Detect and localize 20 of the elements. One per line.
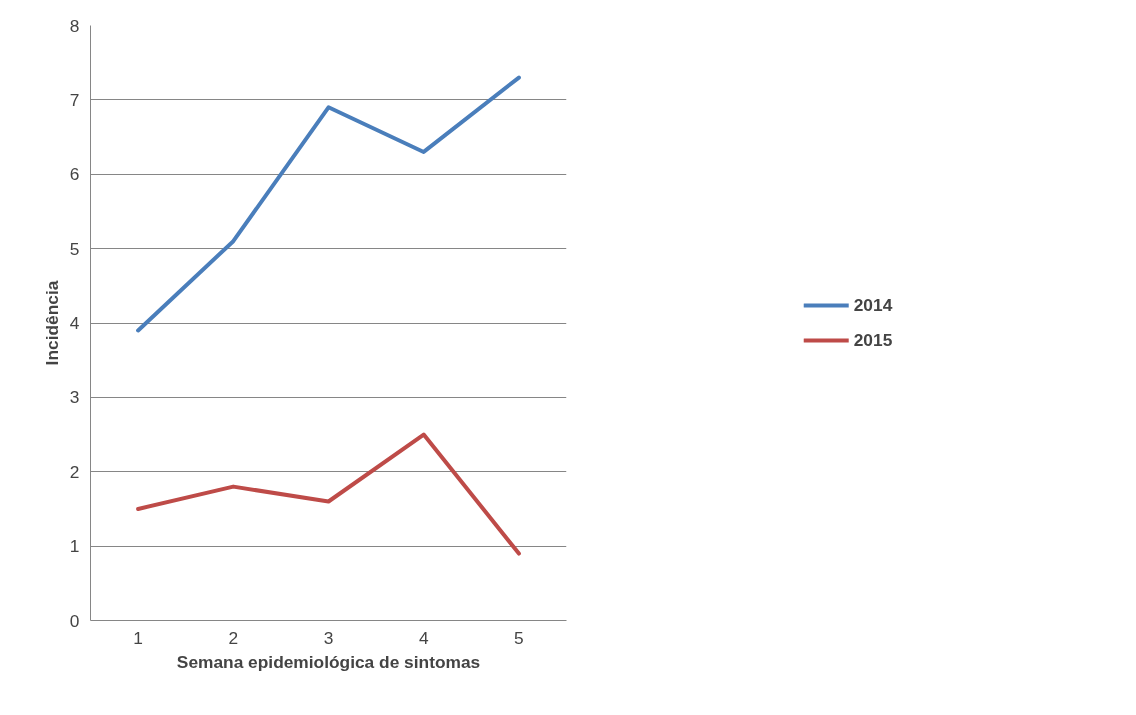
- y-tick-label: 8: [69, 15, 80, 36]
- y-tick-label: 1: [69, 536, 80, 557]
- line-series: [136, 75, 521, 333]
- x-axis-title: Semana epidemiológica de sintomas: [176, 651, 481, 672]
- x-tick-label: 3: [323, 627, 334, 648]
- x-tick-label: 1: [133, 627, 143, 648]
- x-tick-label: 4: [418, 627, 429, 648]
- legend-label: 2015: [853, 329, 893, 351]
- x-tick-label: 2: [228, 627, 239, 648]
- legend-label: 2014: [853, 294, 893, 316]
- y-tick-label: 6: [69, 164, 80, 185]
- y-tick-label: 4: [69, 313, 80, 333]
- y-tick-label: 0: [69, 610, 80, 631]
- line-series: [136, 432, 521, 556]
- y-tick-label: 2: [69, 461, 80, 482]
- y-axis-title: Incidência: [41, 280, 62, 366]
- y-tick-label: 3: [69, 387, 80, 408]
- y-tick-label: 5: [69, 238, 80, 259]
- x-tick-label: 5: [514, 627, 524, 648]
- y-tick-label: 7: [69, 89, 80, 110]
